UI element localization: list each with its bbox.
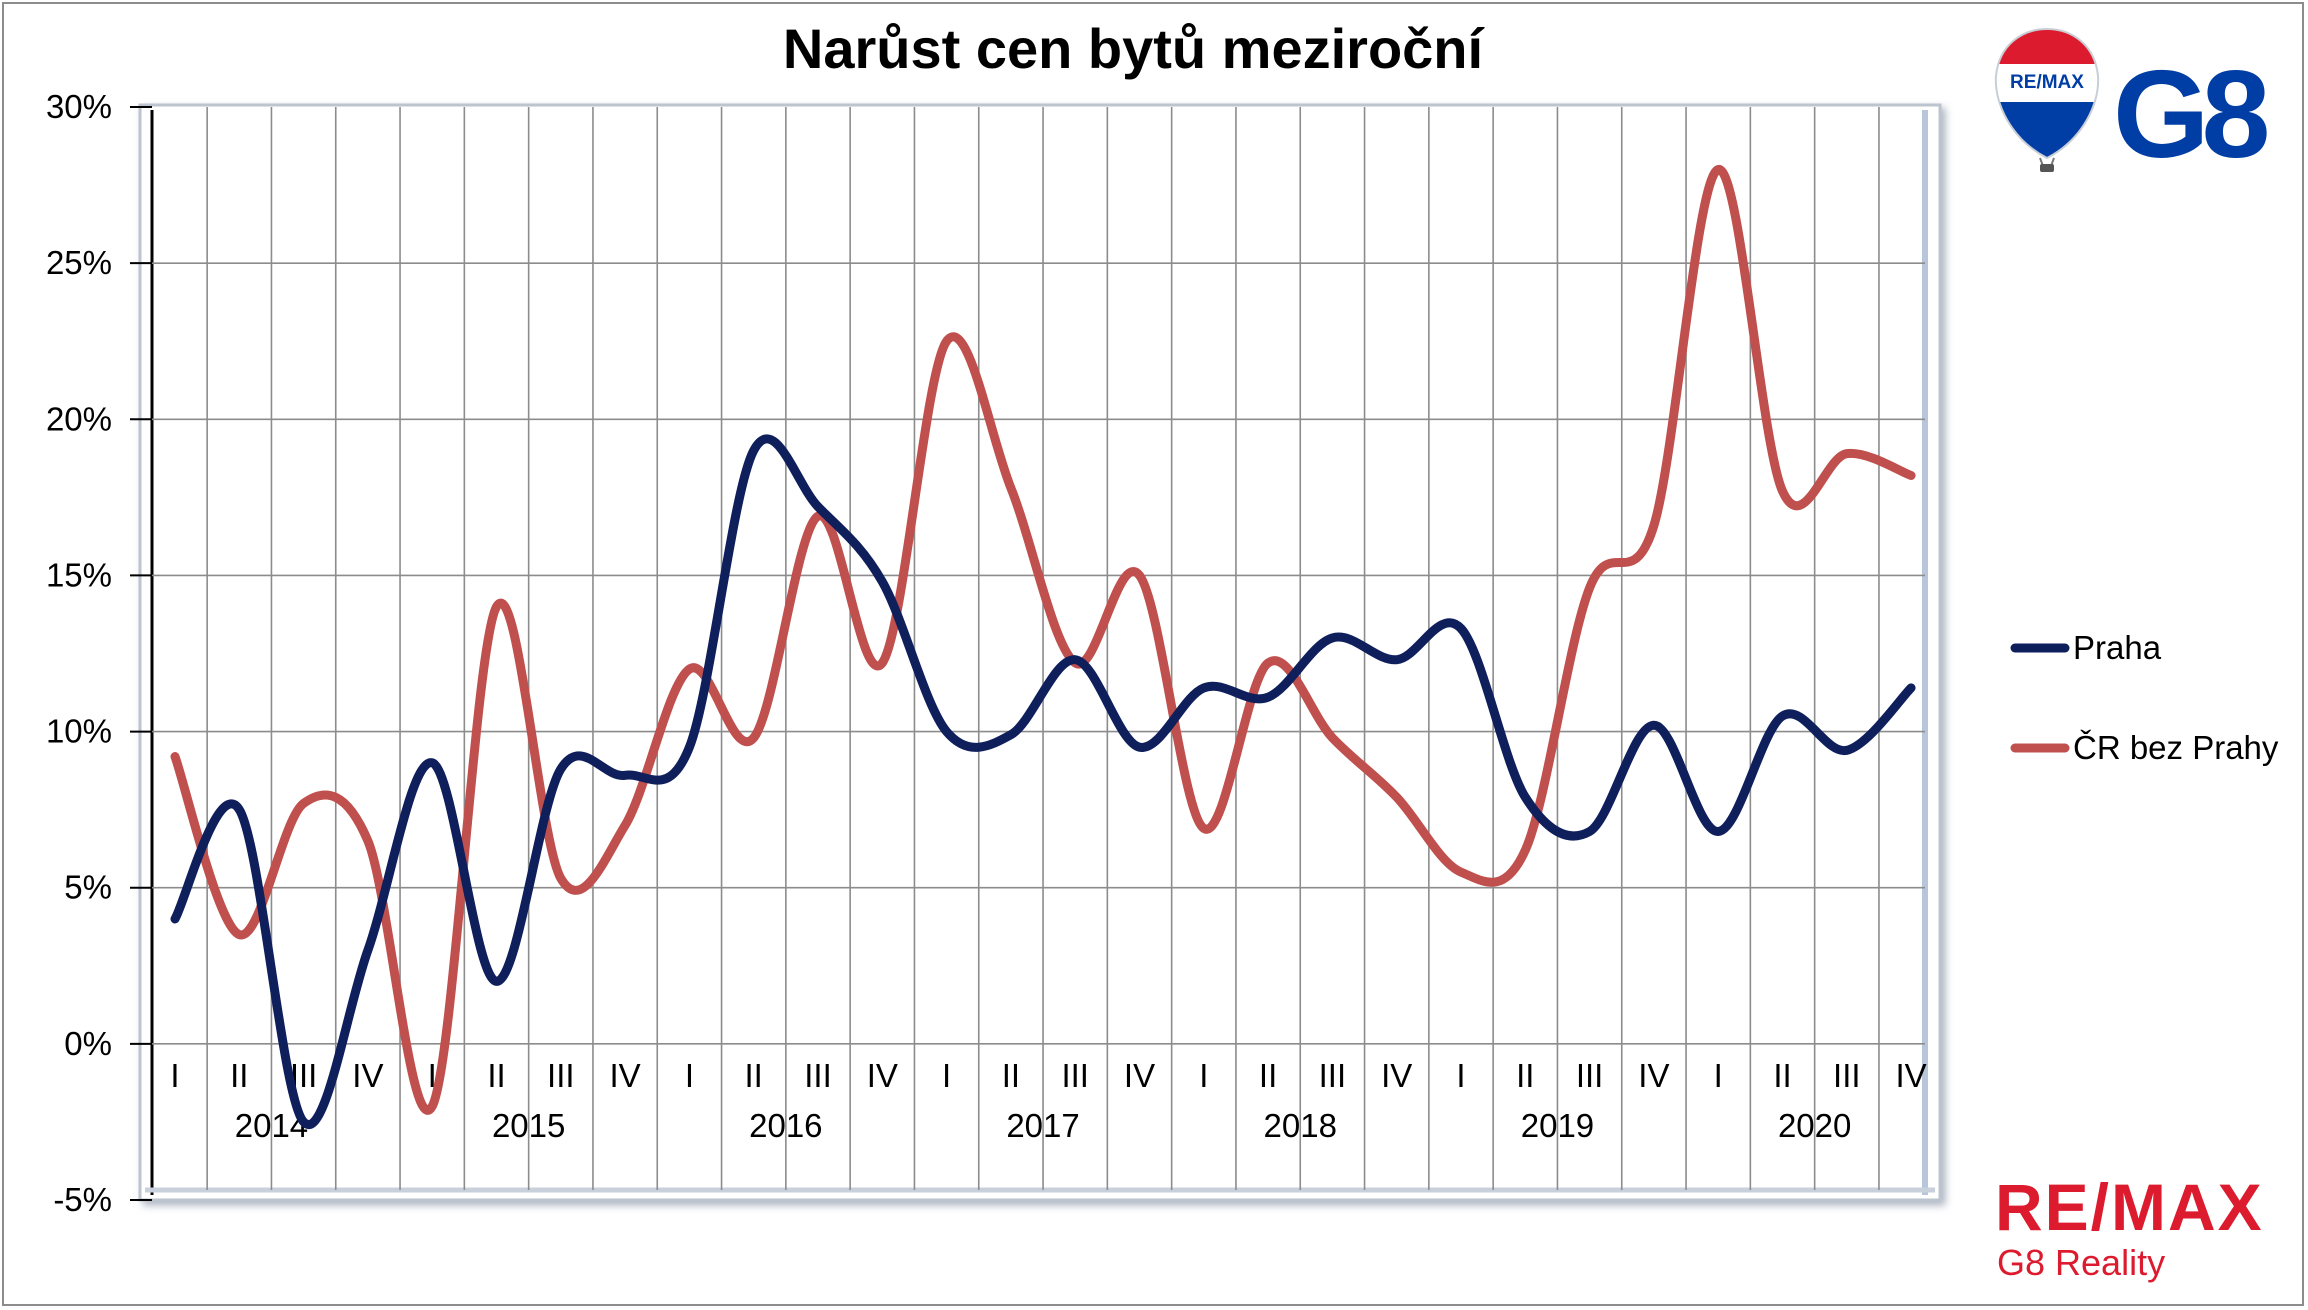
g8-reality-subtitle: G8 Reality (1997, 1242, 2165, 1283)
x-quarter-label: I (428, 1057, 437, 1094)
y-tick-label: 10% (46, 713, 112, 750)
x-axis-quarter-labels: I II III IV I II III IV I II III IV I II III IV I II III IV… (170, 1057, 1926, 1094)
y-tick-label: 25% (46, 244, 112, 281)
y-tick-label: 15% (46, 556, 112, 593)
remax-wordmark: RE/MAX (1995, 1170, 2264, 1244)
x-quarter-label: I (1456, 1057, 1465, 1094)
legend-label-praha: Praha (2073, 629, 2162, 666)
series-line-praha (170, 434, 1916, 1130)
x-quarter-label: IV (610, 1057, 641, 1094)
x-quarter-label: II (745, 1057, 763, 1094)
x-quarter-label: I (1714, 1057, 1723, 1094)
x-quarter-label: IV (1638, 1057, 1669, 1094)
plot-area (138, 103, 1942, 1202)
legend-label-cr-bez-prahy: ČR bez Prahy (2073, 729, 2279, 766)
x-quarter-label: III (1319, 1057, 1347, 1094)
balloon-icon: RE/MAX (1994, 27, 2100, 172)
x-quarter-label: I (1199, 1057, 1208, 1094)
balloon-label: RE/MAX (2010, 72, 2084, 93)
x-quarter-label: II (1773, 1057, 1791, 1094)
x-quarter-label: II (1002, 1057, 1020, 1094)
x-year-label: 2015 (492, 1107, 565, 1144)
horizontal-gridlines (130, 106, 1925, 1201)
legend: Praha ČR bez Prahy (2010, 629, 2279, 766)
y-tick-label: 20% (46, 400, 112, 437)
x-year-label: 2017 (1006, 1107, 1079, 1144)
y-tick-label: -5% (53, 1181, 112, 1218)
series-lines (170, 164, 1916, 1130)
x-quarter-label: IV (1896, 1057, 1927, 1094)
x-quarter-label: IV (1124, 1057, 1155, 1094)
y-tick-label: 0% (64, 1025, 112, 1062)
x-quarter-label: I (170, 1057, 179, 1094)
g8-mark: G8 (2113, 46, 2267, 184)
remax-g8-logo: RE/MAX G8 (1994, 27, 2275, 184)
x-year-label: 2020 (1778, 1107, 1851, 1144)
y-tick-label: 30% (46, 88, 112, 125)
x-quarter-label: III (1576, 1057, 1604, 1094)
x-quarter-label: II (230, 1057, 248, 1094)
x-year-label: 2019 (1521, 1107, 1594, 1144)
x-quarter-label: III (1833, 1057, 1861, 1094)
x-quarter-label: III (804, 1057, 832, 1094)
x-axis-year-labels: 2014 2015 2016 2017 2018 2019 2020 (235, 1107, 1852, 1144)
y-tick-label: 5% (64, 869, 112, 906)
chart-title: Narůst cen bytů meziroční (783, 17, 1486, 80)
x-quarter-label: III (547, 1057, 575, 1094)
series-line-cr-bez-prahy (170, 164, 1916, 1115)
x-quarter-label: I (685, 1057, 694, 1094)
x-quarter-label: III (1061, 1057, 1089, 1094)
remax-g8-reality-logo: RE/MAX G8 Reality (1995, 1170, 2264, 1283)
x-quarter-label: IV (352, 1057, 383, 1094)
x-year-label: 2016 (749, 1107, 822, 1144)
x-quarter-label: I (942, 1057, 951, 1094)
x-quarter-label: II (1259, 1057, 1277, 1094)
x-quarter-label: II (487, 1057, 505, 1094)
y-axis-tick-labels: 30% 25% 20% 15% 10% 5% 0% -5% (46, 88, 112, 1218)
x-quarter-label: IV (867, 1057, 898, 1094)
x-quarter-label: IV (1381, 1057, 1412, 1094)
x-year-label: 2018 (1264, 1107, 1337, 1144)
x-quarter-label: II (1516, 1057, 1534, 1094)
